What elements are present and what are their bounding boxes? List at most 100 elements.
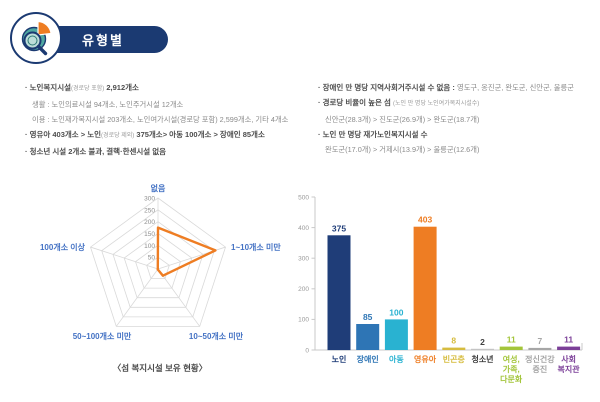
radar-grid-ring [123,233,193,299]
radar-grid-ring [146,256,170,279]
bar-value-label: 2 [480,337,485,347]
radar-axis-label: 1~10개소 미만 [231,242,281,252]
note-line: · 노인복지시설(경로당 포함) 2,912개소 [25,79,315,96]
note-text: 신안군(28.3개) > 진도군(26.9개) > 완도군(18.7개) [325,115,480,124]
note-text: (경로당 제외) [101,133,135,139]
bar [499,346,523,350]
radar-chart-canvas: 50 100 150 200 250 300 없음 1~10개소 미만 10~50개소 미만 50… [40,183,281,341]
radar-tick-label: 200 [144,219,155,226]
bar-category-label: 사회 [561,354,576,364]
radar-data-series [156,226,217,277]
note-line: 신안군(28.3개) > 진도군(26.9개) > 완도군(18.7개) [318,111,596,126]
bar-y-tick-label: 500 [298,194,309,201]
radar-grid-ring [101,209,215,318]
note-text: 375개소> 아동 100개소 > 장애인 85개소 [134,130,265,139]
radar-axis-label: 100개소 이상 [40,242,86,252]
radar-tick-label: 50 [148,255,156,262]
bullet-dot: · [25,130,30,139]
bar [528,347,552,350]
bar-value-label: 8 [451,336,456,346]
header: 유형별 [0,0,220,70]
bar [356,324,380,350]
bullet-dot: · [25,147,30,156]
note-text: 완도군(17.0개) > 거제시(13.9개) > 울릉군(12.6개) [325,145,480,154]
bar-y-tick-label: 400 [298,225,309,232]
bar [384,319,408,350]
radar-tick-label: 150 [144,231,155,238]
bar-value-label: 11 [564,335,573,345]
bar-category-label: 복지관 [558,364,581,374]
pie-chart-magnifier-icon [10,12,62,64]
bar-category-label: 아동 [389,354,404,364]
note-line: · 노인 만 명당 재가노인복지시설 수 [318,126,596,141]
bullet-dot: · [318,83,323,92]
note-text: 노인 만 명당 재가노인복지시설 수 [322,130,428,139]
radar-axis-label: 없음 [151,183,166,193]
radar-grid-spoke [90,246,159,270]
bar-category-label: 영유아 [414,354,437,364]
bar-chart-canvas: 0 100 200 300 400 500 375 노인 85 장애인 100 아동 403 영유아 8 빈곤… [298,194,583,384]
bullet-dot: · [25,83,30,92]
radar-chart-caption: 〈섬 복지시설 보유 현황〉 [112,363,208,373]
note-text: 이용 : 노인재가복지시설 203개소, 노인여가시설(경로당 포함) 2,59… [32,115,289,124]
note-text: 영유아 403개소 > 노인 [29,130,102,139]
note-text: (경로당 포함) [71,86,105,92]
bullet-dot: · [318,130,323,139]
note-line: 이용 : 노인재가복지시설 203개소, 노인여가시설(경로당 포함) 2,59… [25,111,315,126]
bar-value-label: 85 [363,312,373,322]
bar-chart: 0 100 200 300 400 500 375 노인 85 장애인 100 아동 403 영유아 8 빈곤… [290,185,596,400]
note-line: · 경로당 비율이 높은 섬 (노인 만 명당 노인여가복지시설수) [318,94,596,111]
note-text: 노인복지시설 [29,83,71,92]
note-line: · 청소년 시설 2개소 불과, 결핵·한센시설 없음 [25,143,315,158]
bar [413,226,437,350]
note-text: (노인 만 명당 노인여가복지시설수) [393,101,480,107]
note-text: 청소년 시설 2개소 불과, 결핵·한센시설 없음 [29,147,167,156]
pie-chart-magnifier-glyph [21,20,52,56]
bar-value-label: 100 [389,307,403,317]
radar-grid-ring [112,221,204,308]
note-text: 2,912개소 [104,83,139,92]
radar-grid-spoke [157,268,201,327]
bar-y-tick-label: 300 [298,256,309,263]
bar [442,347,466,350]
note-text: 경로당 비율이 높은 섬 [322,98,394,107]
note-text: 장애인 만 명당 지역사회거주시설 수 없음 : [322,83,457,92]
bar [471,348,494,350]
note-line: · 영유아 403개소 > 노인(경로당 제외) 375개소> 아동 100개소… [25,126,315,143]
bar-category-label: 여성, [503,354,520,364]
radar-grid-spoke [115,268,159,327]
bar-y-tick-label: 200 [298,286,309,293]
bar-value-label: 7 [538,336,543,346]
bar-value-label: 375 [332,223,346,233]
bar [557,346,581,350]
bar [327,235,351,351]
bar-category-label: 가족, [503,364,520,374]
bar-y-tick-label: 100 [298,317,309,324]
radar-grid-ring [135,244,181,289]
radar-grid-ring [90,197,226,327]
radar-tick-label: 250 [144,207,155,214]
radar-axis-label: 50~100개소 미만 [73,331,132,341]
bar-category-label: 노인 [332,354,347,364]
notes-left-column: · 노인복지시설(경로당 포함) 2,912개소 생활 : 노인의료시설 94개소… [25,79,315,158]
note-line: · 장애인 만 명당 지역사회거주시설 수 없음 : 영도구, 옹진군, 완도군… [318,79,596,94]
bar-category-label: 정신건강 [525,354,555,364]
radar-tick-label: 100 [144,243,155,250]
bar-category-label: 청소년 [471,354,493,364]
radar-chart: 50 100 150 200 250 300 없음 1~10개소 미만 10~50개소 미만 50… [20,180,300,380]
section-badge-label: 유형별 [82,33,124,48]
bullet-dot: · [318,98,323,107]
bar-y-tick-label: 0 [305,347,309,354]
note-line: 완도군(17.0개) > 거제시(13.9개) > 울릉군(12.6개) [318,141,596,156]
notes-right-column: · 장애인 만 명당 지역사회거주시설 수 없음 : 영도구, 옹진군, 완도군… [318,79,596,156]
bar-category-label: 다문화 [500,374,523,384]
radar-axis-label: 10~50개소 미만 [189,331,244,341]
bar-category-label: 빈곤층 [443,354,466,364]
radar-tick-label: 300 [144,196,155,203]
bar-category-label: 증진 [533,364,548,374]
bar-category-label: 장애인 [357,354,379,364]
note-line: 생활 : 노인의료시설 94개소, 노인주거시설 12개소 [25,96,315,111]
note-text: 영도구, 옹진군, 완도군, 신안군, 울릉군 [456,83,574,92]
bar-value-label: 11 [507,335,516,345]
